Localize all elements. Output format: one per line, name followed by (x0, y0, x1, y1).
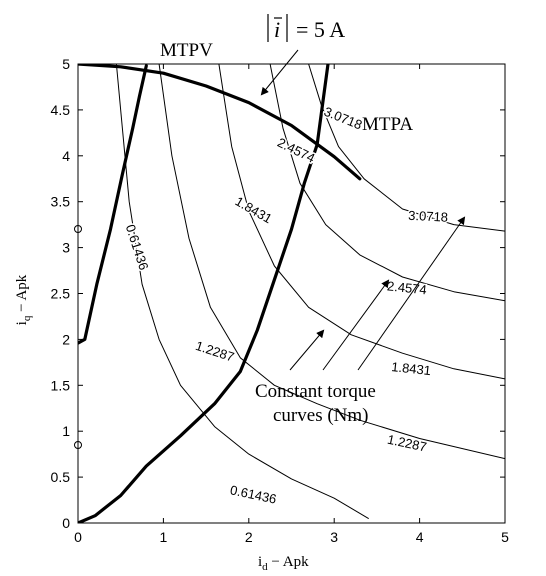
contour-label-9: 3.0718 (408, 208, 448, 225)
constant-torque-line1: Constant torque (255, 381, 376, 402)
axes-box (77, 63, 506, 524)
y-axis-label-rest: − Apk (14, 274, 30, 315)
mtpv-label: MTPV (160, 40, 213, 61)
contour-label-0: 0.61436 (123, 223, 152, 272)
mtpa-label: MTPA (362, 114, 413, 135)
x-axis-label-rest: − Apk (268, 554, 309, 570)
torque-arrow-2 (322, 279, 390, 371)
series-line-3 (115, 64, 369, 519)
x-axis-label-main: i (258, 554, 262, 570)
current-value: = 5 A (296, 17, 345, 42)
contour-label-8: 2.4574 (386, 278, 427, 297)
current-magnitude-label: i = 5 A (260, 14, 345, 96)
axis-marker-upper (74, 225, 82, 233)
series-line-0 (78, 64, 148, 345)
y-tick-label-2: 1 (62, 423, 70, 439)
series-line-6 (269, 64, 505, 302)
x-tick-label-5: 5 (501, 529, 509, 545)
y-axis-label-main: i (14, 321, 30, 325)
y-tick-label-8: 4 (62, 148, 70, 164)
x-tick-label-4: 4 (416, 529, 424, 545)
x-tick-label-1: 1 (160, 529, 168, 545)
x-tick-label-2: 2 (245, 529, 253, 545)
y-tick-label-4: 2 (62, 331, 70, 347)
x-tick-label-0: 0 (74, 529, 82, 545)
current-arrow (260, 49, 299, 96)
y-tick-label-9: 4.5 (51, 102, 71, 118)
y-axis-ticks: 0 0.5 1 1.5 2 2.5 3 3.5 4 4.5 5 (51, 56, 505, 531)
axis-marker-lower (74, 441, 82, 449)
y-tick-label-10: 5 (62, 56, 70, 72)
torque-arrow-1 (289, 329, 325, 371)
y-tick-label-7: 3.5 (51, 194, 71, 210)
torque-arrow-3 (357, 216, 466, 371)
y-tick-label-0: 0 (62, 515, 70, 531)
constant-torque-line2: curves (Nm) (273, 405, 369, 426)
contour-label-5: 0.61436 (229, 482, 278, 506)
contour-label-1: 1.2287 (194, 338, 236, 365)
y-tick-label-6: 3 (62, 240, 70, 256)
y-tick-label-3: 1.5 (51, 377, 71, 393)
contour-labels-group: 0.61436 1.2287 1.8431 2.4574 3.0718 0.61436 1.… (121, 102, 450, 508)
x-axis-ticks: 0 1 2 3 4 5 (74, 64, 509, 545)
contour-label-4: 3.0718 (322, 104, 364, 133)
series-line-7 (308, 64, 505, 232)
y-tick-label-5: 2.5 (51, 286, 71, 302)
x-axis-label: id − Apk (258, 554, 309, 573)
contour-label-6: 1.2287 (386, 432, 428, 455)
x-axis-label-sub: d (262, 561, 268, 573)
y-axis-label: iq − Apk (14, 274, 33, 325)
series-line-2 (78, 64, 362, 181)
i-bar-symbol: i (274, 17, 280, 42)
series-line-1 (78, 64, 330, 523)
contour-label-7: 1.8431 (391, 359, 432, 378)
series-line-5 (218, 64, 505, 380)
series-line-4 (158, 64, 505, 460)
y-tick-label-1: 0.5 (51, 469, 71, 485)
constant-torque-annotation: Constant torque curves (Nm) (255, 216, 466, 426)
curves-group (78, 64, 505, 523)
x-tick-label-3: 3 (330, 529, 338, 545)
plot-area: 0.61436 1.2287 1.8431 2.4574 3.0718 0.61436 1.… (51, 56, 510, 545)
y-axis-label-sub: q (21, 315, 33, 321)
